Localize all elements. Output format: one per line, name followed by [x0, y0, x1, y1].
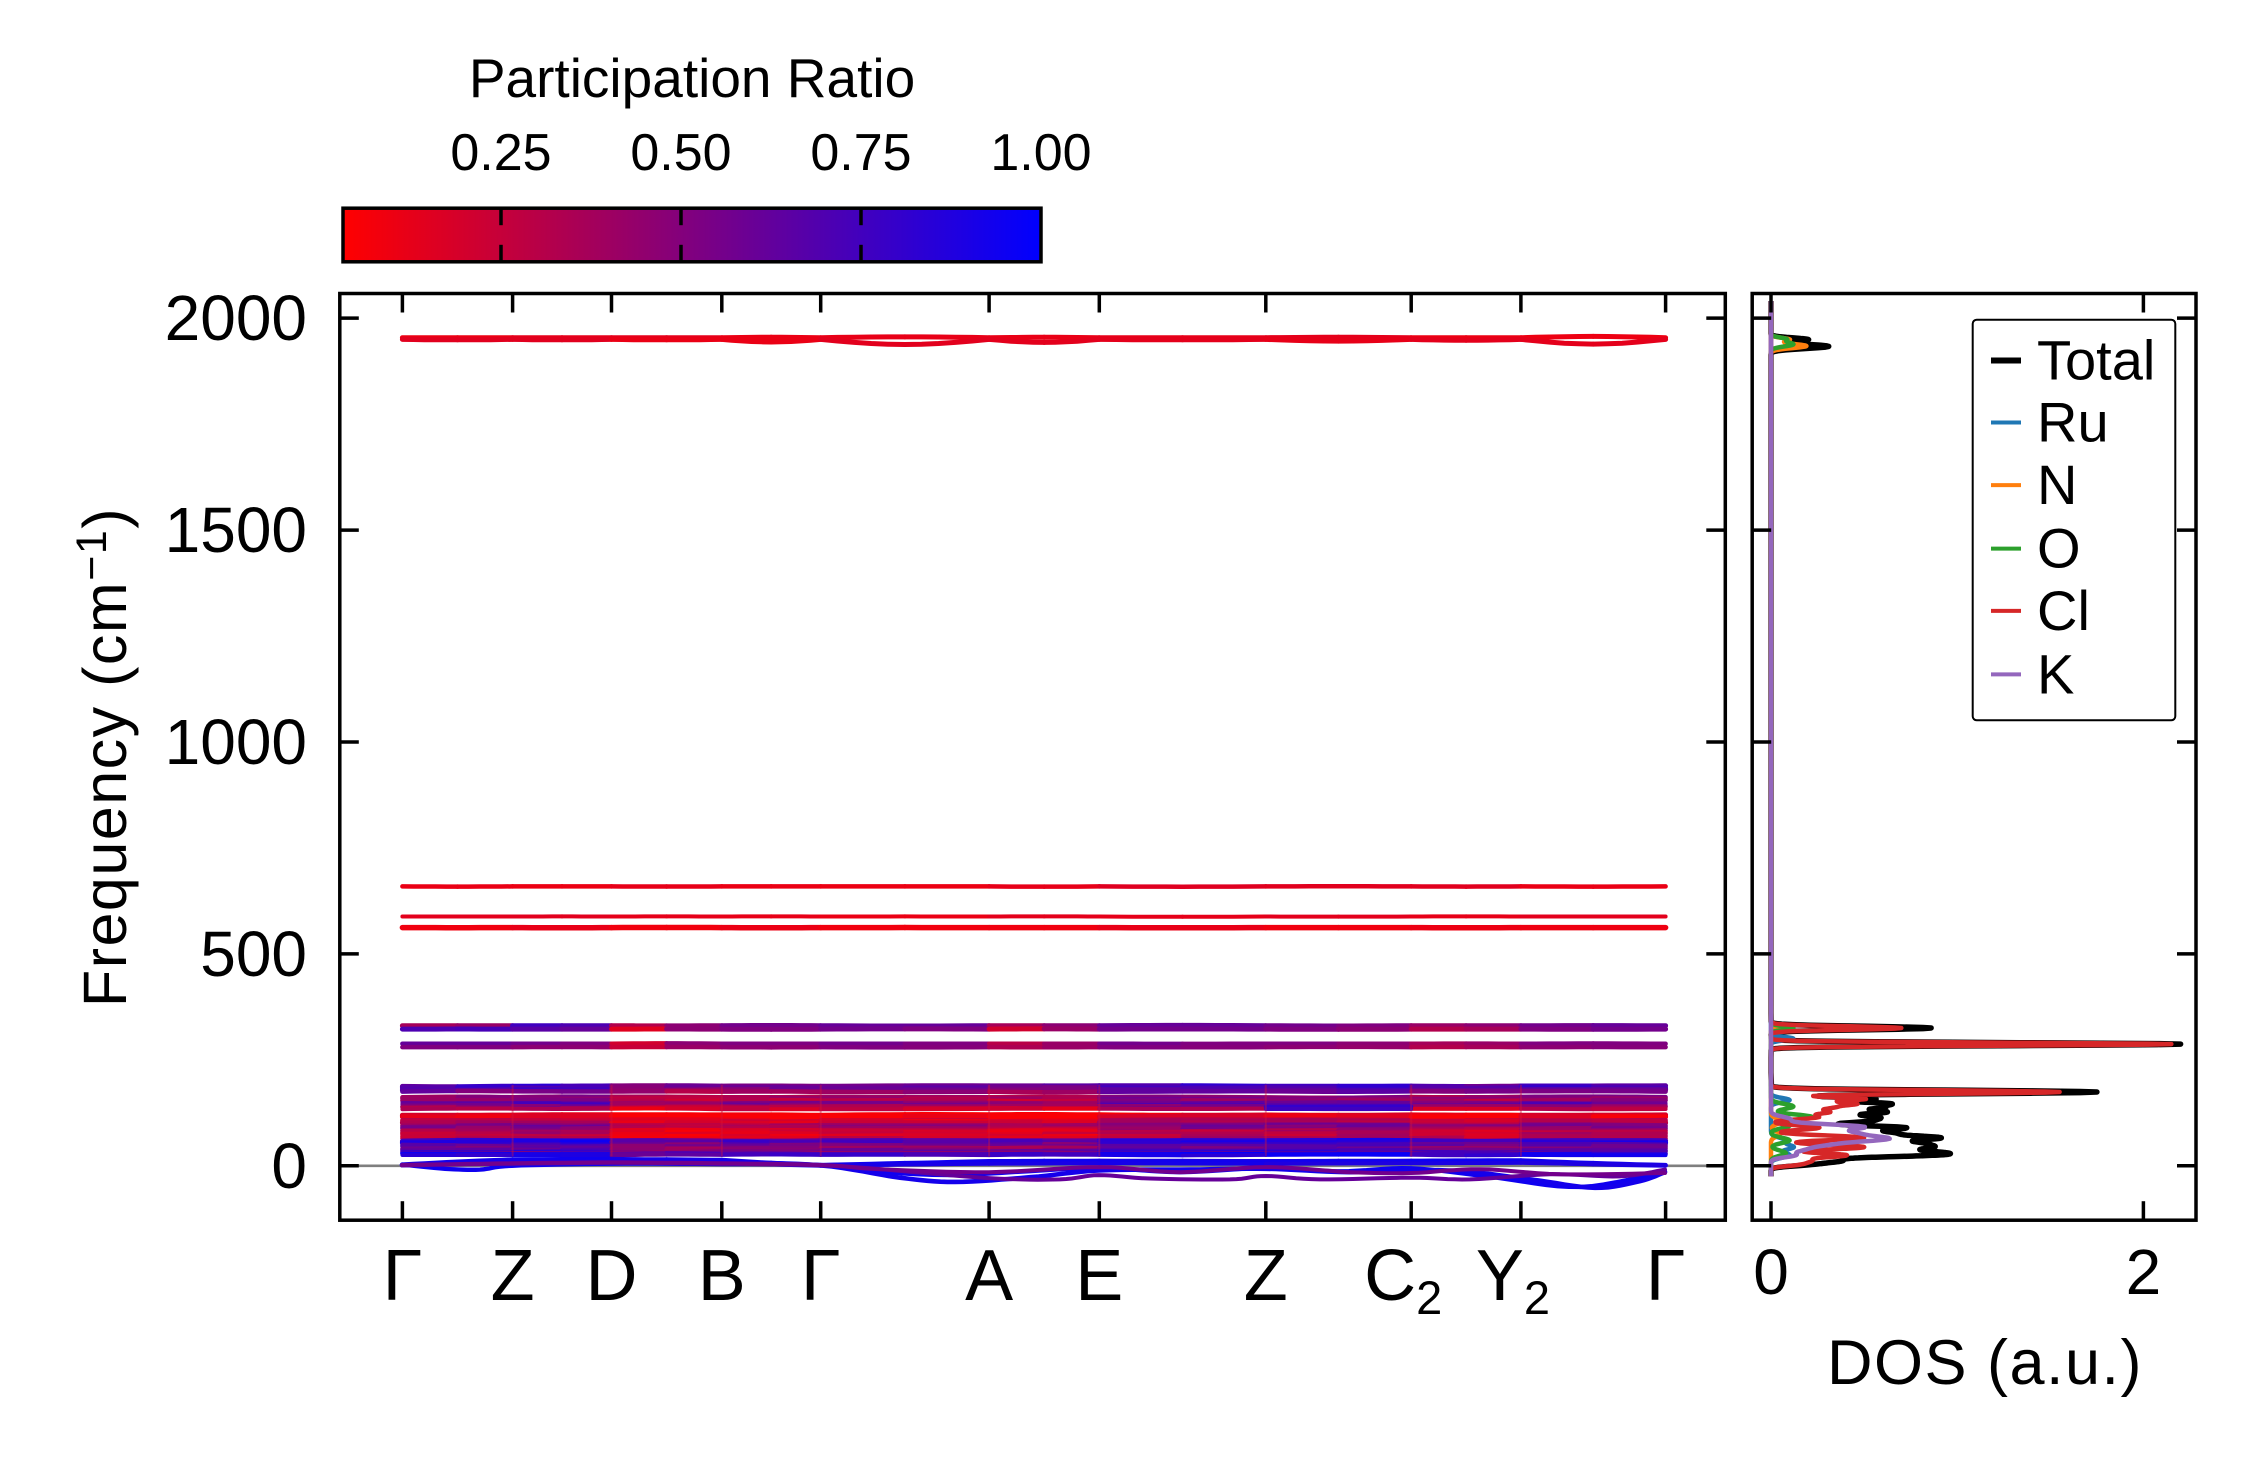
- svg-text:K: K: [2037, 642, 2074, 705]
- svg-text:A: A: [965, 1236, 1013, 1316]
- svg-text:0.25: 0.25: [450, 124, 551, 182]
- svg-text:O: O: [2037, 517, 2081, 580]
- svg-text:Γ: Γ: [1646, 1236, 1686, 1316]
- svg-text:1500: 1500: [165, 494, 307, 566]
- svg-text:Γ: Γ: [801, 1236, 841, 1316]
- svg-text:0.75: 0.75: [810, 124, 911, 182]
- svg-text:2: 2: [2126, 1236, 2162, 1308]
- svg-text:Z: Z: [1244, 1236, 1288, 1316]
- svg-text:Frequency (cm−1): Frequency (cm−1): [68, 507, 139, 1007]
- svg-text:DOS (a.u.): DOS (a.u.): [1827, 1328, 2143, 1398]
- svg-text:Participation Ratio: Participation Ratio: [469, 47, 915, 109]
- svg-text:N: N: [2037, 453, 2077, 516]
- svg-text:1000: 1000: [165, 706, 307, 778]
- svg-text:Cl: Cl: [2037, 579, 2090, 642]
- svg-text:D: D: [586, 1236, 638, 1316]
- svg-text:Ru: Ru: [2037, 391, 2109, 454]
- svg-text:500: 500: [200, 918, 307, 990]
- svg-text:0.50: 0.50: [630, 124, 731, 182]
- svg-text:E: E: [1075, 1236, 1123, 1316]
- svg-text:Total: Total: [2037, 329, 2155, 392]
- svg-text:0: 0: [271, 1130, 307, 1202]
- svg-text:Γ: Γ: [383, 1236, 423, 1316]
- svg-text:B: B: [698, 1236, 746, 1316]
- svg-text:Z: Z: [491, 1236, 535, 1316]
- svg-text:2000: 2000: [165, 282, 307, 354]
- svg-text:0: 0: [1753, 1236, 1789, 1308]
- svg-text:C2: C2: [1364, 1236, 1442, 1324]
- svg-text:1.00: 1.00: [990, 124, 1091, 182]
